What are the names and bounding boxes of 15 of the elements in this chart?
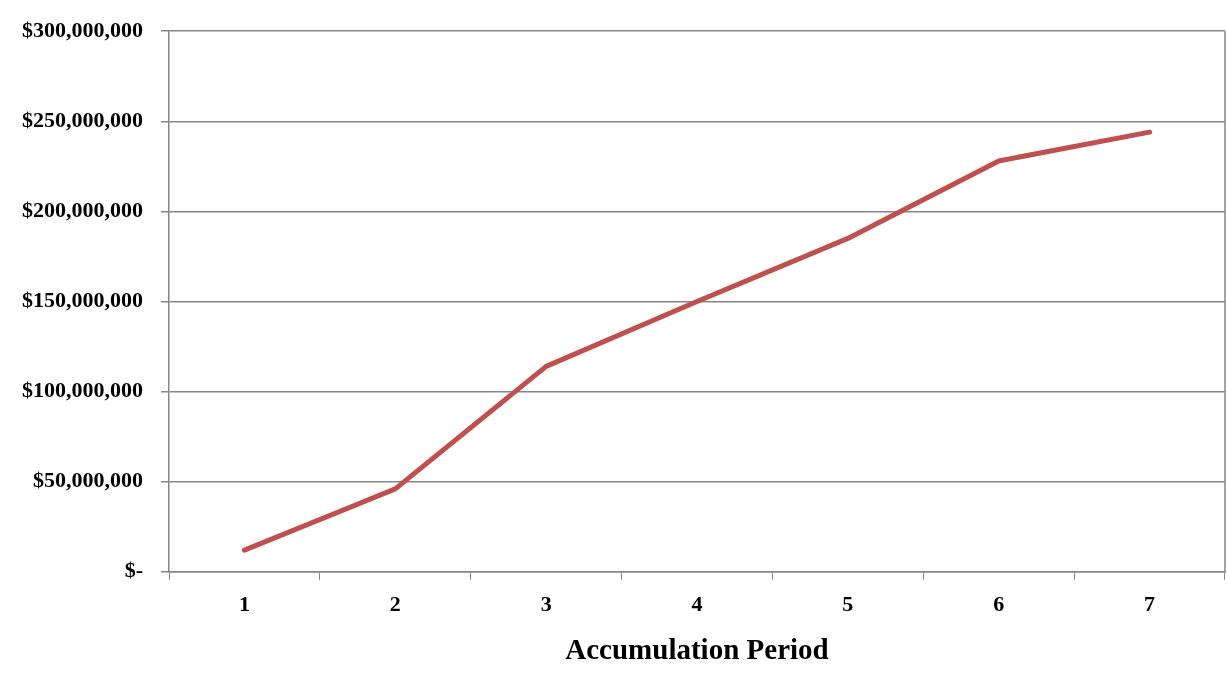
- x-tick-label: 1: [238, 590, 250, 616]
- y-tick-label: $200,000,000: [22, 197, 143, 223]
- x-tick-label: 6: [993, 590, 1005, 616]
- x-tick-label: 5: [842, 590, 854, 616]
- y-tick-label: $100,000,000: [22, 377, 143, 403]
- y-tick-label: $-: [124, 557, 143, 583]
- x-tick-label: 3: [540, 590, 552, 616]
- x-tick-label: 7: [1144, 590, 1156, 616]
- x-axis-title: Accumulation Period: [565, 633, 829, 666]
- y-tick-label: $250,000,000: [22, 106, 143, 132]
- y-tick-label: $150,000,000: [22, 287, 143, 313]
- x-tick-label: 4: [691, 590, 703, 616]
- y-tick-label: $300,000,000: [22, 16, 143, 42]
- y-tick-label: $50,000,000: [33, 467, 143, 493]
- x-tick-label: 2: [389, 590, 401, 616]
